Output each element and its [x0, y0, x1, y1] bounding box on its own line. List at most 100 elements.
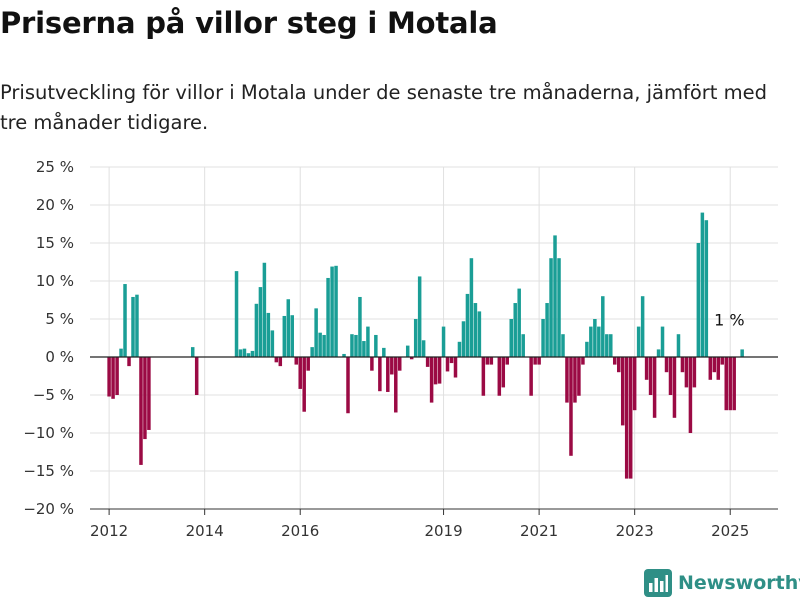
x-tick-label: 2019 [424, 522, 462, 540]
bar-positive [457, 341, 462, 357]
y-tick-label: 15 % [36, 234, 74, 252]
bar-negative [565, 357, 569, 403]
bar-negative [139, 357, 143, 465]
bar-negative [481, 357, 486, 396]
bar-positive [342, 353, 346, 357]
bar-positive [660, 326, 665, 357]
bar-positive [517, 288, 521, 357]
bar-negative [652, 357, 657, 418]
grid-lines [90, 166, 778, 510]
x-tick-label: 2016 [281, 522, 319, 540]
bar-positive [326, 277, 330, 357]
bar-positive [282, 315, 287, 357]
bar-positive [258, 287, 263, 357]
bar-positive [266, 312, 271, 357]
y-tick-label: −10 % [23, 424, 74, 442]
bar-positive [358, 296, 362, 357]
bar-positive [366, 326, 370, 357]
bar-negative [449, 357, 454, 364]
bar-positive [254, 303, 259, 357]
bar-positive [250, 350, 255, 357]
brand-name: Newsworthy [678, 572, 800, 594]
bar-positive [119, 348, 123, 357]
bar-negative [732, 357, 736, 411]
bar-positive [382, 347, 386, 357]
bar-positive [636, 326, 641, 357]
bar-negative [648, 357, 653, 395]
bar-positive [314, 308, 318, 357]
newsworthy-logo-icon [644, 569, 672, 597]
bar-negative [569, 357, 573, 456]
labels: −20 % −15 % −10 % −5 % 0 % 5 % 10 % 15 % 20 % 25 … [23, 158, 749, 540]
bar-positive [553, 235, 557, 357]
bar-negative [437, 357, 442, 384]
x-tick-label: 2012 [90, 522, 128, 540]
bar-negative [194, 357, 199, 395]
bar-positive [330, 266, 334, 357]
bar-negative [505, 357, 509, 365]
axes [90, 356, 778, 515]
bar-negative [107, 357, 111, 397]
bar-positive [700, 212, 705, 357]
x-tick-label: 2014 [186, 522, 224, 540]
bar-positive [549, 258, 553, 357]
y-tick-label: 5 % [45, 310, 74, 328]
bar-positive [242, 348, 247, 357]
bar-positive [234, 271, 239, 357]
bar-negative [489, 357, 494, 365]
bar-negative [612, 357, 617, 365]
bar-negative [577, 357, 581, 396]
bar-negative [688, 357, 693, 433]
bar-negative [445, 357, 450, 372]
bar-positive [557, 258, 561, 357]
latest-value-annotation: 1 % [714, 310, 744, 329]
bar-negative [306, 357, 310, 371]
bar-positive [469, 258, 474, 357]
brand-logo: Newsworthy [644, 569, 800, 597]
bar-positive [354, 334, 358, 357]
bar-positive [609, 334, 613, 357]
chart-title: Priserna på villor steg i Motala [0, 6, 498, 40]
bar-positive [417, 276, 422, 357]
bar-positive [696, 243, 701, 357]
bar-negative [728, 357, 732, 411]
bar-negative [429, 357, 434, 403]
bar-negative [644, 357, 649, 380]
bar-positive [461, 321, 466, 357]
y-tick-label: −20 % [23, 500, 74, 518]
bar-positive [262, 262, 267, 357]
bar-positive [413, 319, 418, 357]
bar-positive [465, 293, 470, 357]
y-tick-label: −15 % [23, 462, 74, 480]
bar-negative [294, 357, 298, 365]
bar-positive [521, 334, 525, 357]
y-tick-label: 20 % [36, 196, 74, 214]
bar-negative [453, 357, 458, 378]
bar-negative [127, 357, 131, 367]
bar-positive [238, 349, 243, 357]
x-tick-label: 2025 [711, 522, 749, 540]
bar-positive [513, 303, 517, 357]
bar-negative [115, 357, 119, 395]
bar-positive [362, 341, 366, 357]
bar-negative [628, 357, 633, 479]
bar-negative [672, 357, 677, 418]
bar-positive [473, 303, 478, 357]
bar-positive [405, 345, 410, 357]
bars [107, 212, 744, 479]
y-tick-label: −5 % [33, 386, 74, 404]
bar-positive [676, 334, 681, 357]
bar-negative [302, 357, 306, 412]
bar-negative [529, 357, 533, 396]
bar-negative [668, 357, 673, 395]
bar-positive [246, 353, 251, 357]
bar-negative [390, 357, 394, 375]
bar-positive [322, 334, 326, 357]
y-tick-label: 10 % [36, 272, 74, 290]
bar-negative [278, 357, 283, 367]
bar-positive [318, 332, 322, 357]
y-tick-label: 25 % [36, 158, 74, 176]
bar-positive [585, 341, 589, 357]
bar-positive [286, 299, 291, 357]
